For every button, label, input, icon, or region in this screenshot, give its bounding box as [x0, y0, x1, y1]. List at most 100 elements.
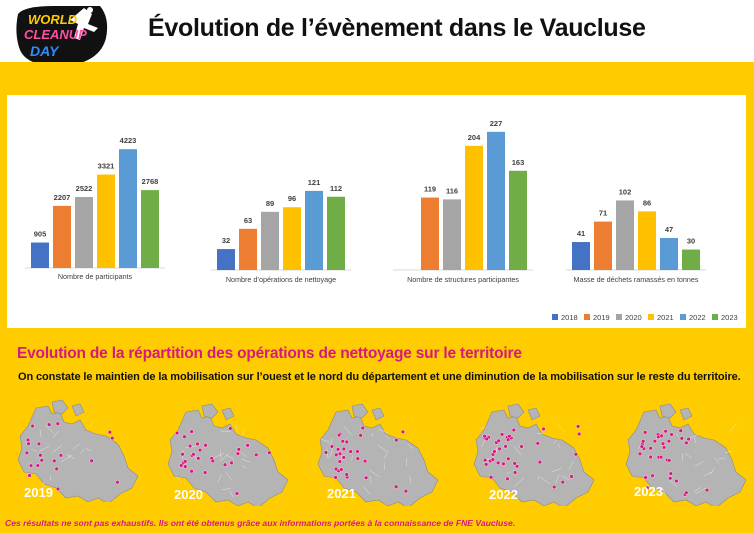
- map-year-label: 2019: [24, 485, 53, 500]
- bar: [119, 149, 137, 268]
- bar: [509, 170, 527, 270]
- commune-border: [68, 476, 71, 478]
- operation-pin: [341, 455, 346, 460]
- data-label: 905: [34, 230, 47, 239]
- svg-text:DAY: DAY: [30, 43, 60, 59]
- data-label: 32: [222, 236, 230, 245]
- operation-pin: [650, 473, 655, 478]
- operation-pin: [684, 440, 689, 445]
- map-2021: [312, 396, 442, 506]
- data-label: 112: [330, 184, 342, 193]
- commune-border: [42, 482, 45, 488]
- operation-pin: [25, 437, 31, 443]
- commune-border: [217, 474, 222, 483]
- operation-pin: [254, 452, 259, 457]
- operation-pin: [115, 480, 120, 485]
- operation-pin: [89, 458, 94, 463]
- vaucluse-map: [167, 403, 289, 506]
- map-group: [625, 403, 747, 506]
- operation-pin: [576, 424, 581, 429]
- operation-pin: [364, 475, 369, 480]
- map-2022: [468, 396, 598, 506]
- operation-pin: [267, 450, 272, 455]
- bar: [594, 221, 612, 270]
- operation-pin: [236, 447, 241, 452]
- operation-pin: [648, 446, 653, 451]
- bar: [53, 205, 71, 268]
- data-label: 2522: [76, 184, 93, 193]
- legend-label: 2020: [625, 313, 642, 322]
- department-outline: [625, 409, 747, 506]
- enclave-outline: [51, 399, 69, 415]
- map-group: [17, 399, 139, 502]
- operation-pin: [643, 475, 648, 480]
- operation-pin: [659, 433, 664, 438]
- operation-pin: [344, 472, 349, 477]
- commune-border: [383, 450, 389, 459]
- commune-border: [514, 446, 522, 456]
- operation-pin: [229, 460, 234, 466]
- operation-pin: [513, 470, 518, 475]
- operation-pin: [639, 444, 644, 449]
- legend-label: 2022: [689, 313, 706, 322]
- commune-border: [68, 454, 73, 459]
- operation-pin: [499, 432, 505, 437]
- commune-border: [241, 465, 247, 469]
- operation-pin: [496, 460, 501, 465]
- operation-pin: [394, 438, 399, 443]
- commune-border: [479, 427, 486, 429]
- data-label: 227: [490, 119, 503, 128]
- operation-pin: [24, 450, 29, 455]
- header: WORLD CLEANUP DAY Évolution de l’évèneme…: [0, 0, 754, 67]
- svg-text:CLEANUP: CLEANUP: [24, 27, 87, 42]
- data-label: 119: [424, 185, 436, 194]
- commune-border: [230, 491, 234, 498]
- commune-border: [409, 475, 412, 484]
- commune-border: [320, 438, 330, 443]
- operation-pin: [704, 488, 710, 493]
- bar: [305, 190, 323, 270]
- department-outline: [17, 405, 139, 502]
- operation-pin: [203, 470, 208, 475]
- operation-pin: [668, 471, 673, 476]
- data-label: 96: [288, 194, 296, 203]
- legend-swatch: [680, 314, 686, 320]
- operation-pin: [107, 430, 112, 435]
- legend-swatch: [552, 314, 558, 320]
- commune-border: [241, 458, 251, 463]
- operation-pin: [27, 473, 32, 478]
- operation-pin: [191, 452, 196, 457]
- operation-pin: [182, 434, 187, 439]
- world-cleanup-day-logo: WORLD CLEANUP DAY: [14, 4, 110, 68]
- operation-pin: [183, 459, 188, 464]
- data-label: 71: [599, 209, 607, 218]
- operation-pin: [203, 443, 208, 448]
- operation-pin: [39, 458, 44, 463]
- commune-border: [694, 436, 696, 443]
- operation-pin: [110, 435, 115, 441]
- operation-pin: [535, 441, 540, 446]
- data-label: 116: [446, 186, 458, 195]
- bar: [616, 200, 634, 270]
- commune-border: [676, 433, 679, 437]
- commune-border: [79, 448, 85, 455]
- commune-border: [85, 448, 92, 452]
- commune-border: [718, 457, 725, 460]
- map-group: [473, 403, 595, 506]
- enclave-outline: [71, 403, 85, 417]
- commune-border: [662, 487, 666, 496]
- operation-pin: [28, 463, 34, 468]
- operation-pin: [228, 426, 233, 431]
- operation-pin: [245, 443, 250, 448]
- operation-pin: [511, 427, 516, 433]
- operation-pin: [55, 421, 60, 426]
- commune-border: [385, 435, 390, 440]
- category-label: Masse de déchets ramassés en tonnes: [573, 275, 698, 284]
- category-label: Nombre de structures participantes: [407, 275, 519, 284]
- operation-pin: [652, 439, 657, 444]
- legend-swatch: [616, 314, 622, 320]
- operation-pin: [512, 461, 517, 466]
- commune-border: [556, 423, 565, 433]
- operation-pin: [339, 467, 344, 472]
- operation-pin: [54, 466, 59, 472]
